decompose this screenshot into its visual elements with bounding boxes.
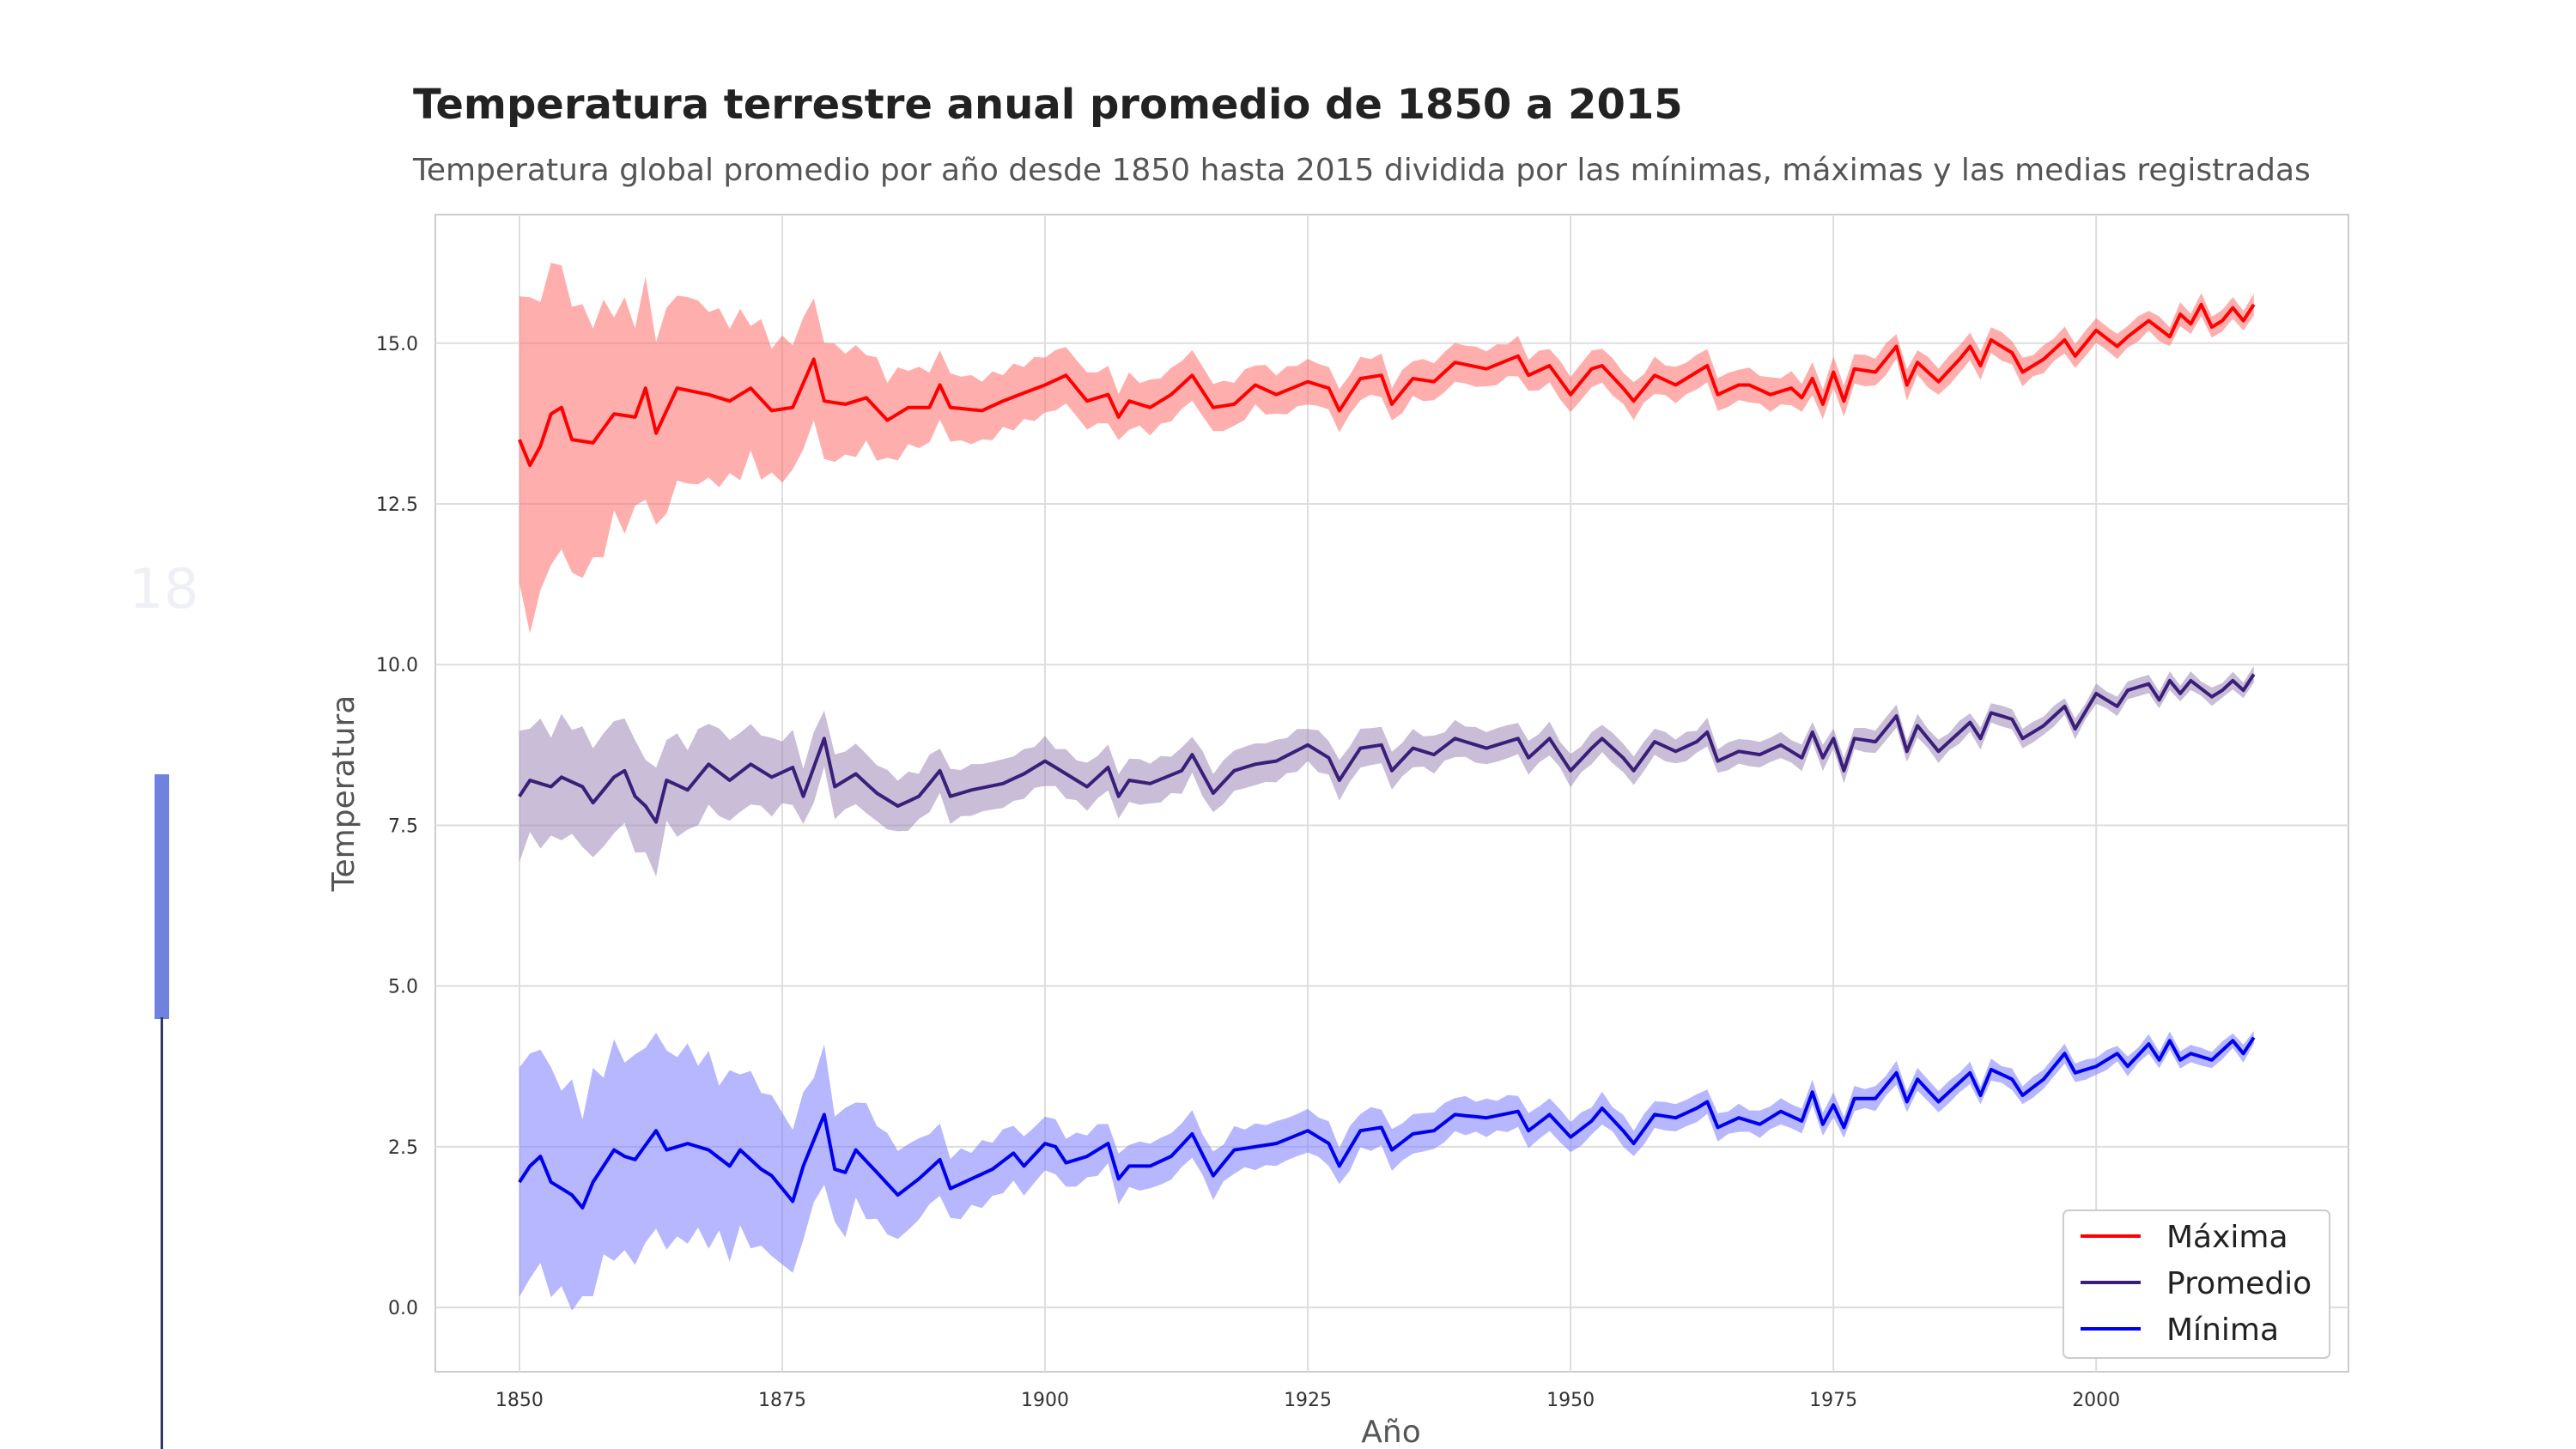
band-1	[519, 665, 2254, 877]
x-tick-label: 2000	[2072, 1390, 2120, 1411]
y-tick-label: 7.5	[388, 815, 418, 837]
band-0	[519, 263, 2254, 634]
series-line-1	[518, 673, 2256, 824]
band-2	[519, 1030, 2254, 1311]
x-axis-label: Año	[1361, 1415, 1420, 1449]
y-tick-label: 12.5	[376, 494, 418, 516]
chart-title: Temperatura terrestre anual promedio de …	[413, 81, 1683, 129]
legend: Máxima Promedio Mínima	[2063, 1210, 2330, 1359]
x-tick-label: 1875	[758, 1390, 806, 1411]
y-tick-label: 10.0	[376, 655, 418, 676]
y-axis-label: Temperatura	[326, 695, 361, 893]
legend-label-maxima: Máxima	[2166, 1220, 2288, 1255]
x-tick-label: 1925	[1284, 1390, 1332, 1411]
legend-label-minima: Mínima	[2166, 1313, 2279, 1348]
x-tick-label: 1900	[1021, 1390, 1069, 1411]
confidence-bands	[519, 263, 2254, 1311]
y-tick-label: 0.0	[388, 1298, 418, 1319]
y-tick-label: 2.5	[388, 1137, 418, 1159]
series-line-2	[518, 1036, 2256, 1210]
y-tick-label: 5.0	[388, 977, 418, 998]
chart-subtitle: Temperatura global promedio por año desd…	[413, 153, 2311, 188]
side-timeline-line	[161, 1017, 163, 1449]
background-number: 18	[129, 558, 199, 621]
x-tick-label: 1950	[1546, 1390, 1595, 1411]
side-progress-bar	[155, 774, 169, 1019]
legend-box	[2063, 1210, 2330, 1359]
tick-labels: 1850 1875 1900 1925 1950 1975 2000 0.0 2.5 5.0 7.5…	[376, 334, 2120, 1411]
legend-label-promedio: Promedio	[2166, 1266, 2312, 1301]
x-tick-label: 1975	[1809, 1390, 1857, 1411]
y-tick-label: 15.0	[376, 334, 418, 355]
x-tick-label: 1850	[495, 1390, 544, 1411]
series-lines	[518, 302, 2256, 1210]
series-line-0	[518, 302, 2256, 468]
